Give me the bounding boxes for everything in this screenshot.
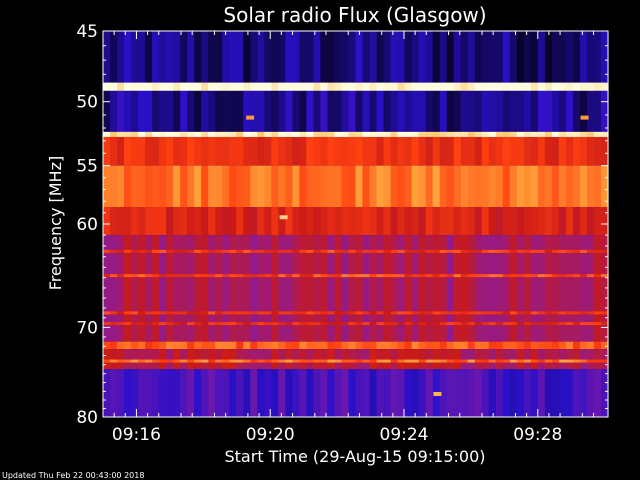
spectrum-band bbox=[103, 341, 609, 350]
radio-burst-spot bbox=[246, 115, 255, 120]
x-tick-label: 09:28 bbox=[513, 425, 562, 445]
emission-line bbox=[103, 311, 609, 315]
chart-title: Solar radio Flux (Glasgow) bbox=[223, 3, 486, 27]
y-tick-label: 60 bbox=[76, 215, 98, 235]
spectrogram-plot-area bbox=[103, 31, 609, 417]
radio-burst-spot bbox=[279, 215, 288, 220]
y-axis-label: Frequency [MHz] bbox=[46, 156, 65, 290]
x-axis-label: Start Time (29-Aug-15 09:15:00) bbox=[225, 447, 486, 466]
radio-burst-spot bbox=[580, 115, 589, 120]
y-tick-label: 55 bbox=[76, 157, 98, 177]
updated-timestamp: Updated Thu Feb 22 00:43:00 2018 bbox=[2, 471, 144, 480]
spectrum-band bbox=[103, 369, 609, 417]
emission-line bbox=[103, 249, 609, 253]
spectrum-band bbox=[103, 136, 609, 166]
x-tick-label: 09:24 bbox=[380, 425, 429, 445]
spectrum-band bbox=[103, 235, 609, 342]
y-tick-label: 70 bbox=[76, 318, 98, 338]
emission-line bbox=[103, 322, 609, 326]
y-tick-label: 80 bbox=[76, 408, 98, 428]
spectrum-band bbox=[103, 31, 609, 83]
spectrum-band bbox=[103, 349, 609, 370]
spectrum-band bbox=[103, 131, 609, 137]
y-tick-label: 50 bbox=[76, 93, 98, 113]
radio-burst-spot bbox=[433, 391, 442, 396]
spectrum-band bbox=[103, 165, 609, 208]
emission-line bbox=[103, 359, 609, 363]
spectrum-band bbox=[103, 207, 609, 236]
spectrum-band bbox=[103, 90, 609, 132]
spectrum-band bbox=[103, 82, 609, 91]
chart-axes: 45 50 55 60 70 80 09:16 09:20 09:24 09:28 bbox=[76, 22, 609, 445]
x-tick-label: 09:16 bbox=[112, 425, 161, 445]
x-tick-label: 09:20 bbox=[246, 425, 295, 445]
y-tick-label: 45 bbox=[76, 22, 98, 42]
emission-line bbox=[103, 274, 609, 278]
